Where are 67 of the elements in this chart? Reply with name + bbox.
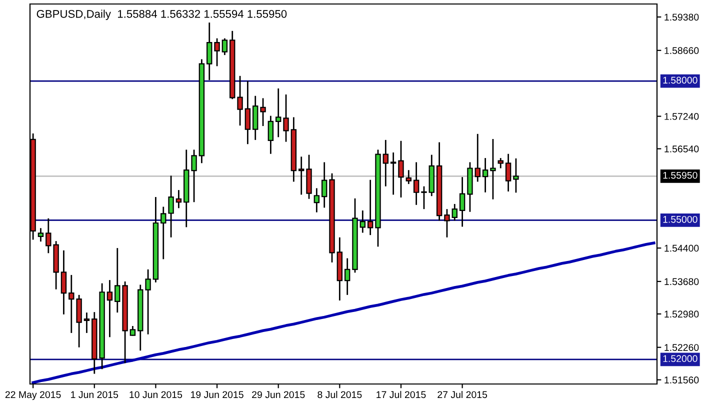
ref-line-label: 1.55950	[663, 172, 698, 179]
candlestick	[84, 312, 90, 334]
candlestick	[130, 325, 136, 336]
y-tick-label: 1.51560	[664, 376, 699, 384]
candlestick	[360, 210, 366, 234]
y-tick-label: 1.54400	[664, 244, 699, 252]
candlestick	[260, 97, 266, 127]
candlestick	[160, 206, 166, 260]
candlestick	[413, 162, 420, 206]
candlestick	[444, 208, 450, 238]
candlestick	[244, 80, 251, 145]
candlestick	[214, 38, 220, 67]
y-tick-label: 1.59380	[664, 14, 699, 21]
x-tick-label: 19 Jun 2015	[191, 391, 244, 398]
candlestick	[222, 38, 228, 56]
candlestick	[452, 203, 458, 222]
candlestick	[474, 133, 480, 182]
candlestick	[421, 186, 427, 210]
candlestick	[191, 148, 197, 203]
x-tick-label: 29 Jun 2015	[252, 391, 305, 398]
ref-line-label: 1.55000	[663, 216, 698, 223]
candlestick	[76, 294, 82, 348]
candlestick	[237, 75, 243, 126]
candlestick	[490, 138, 496, 200]
candlestick	[68, 274, 74, 334]
y-tick-label: 1.57240	[664, 113, 699, 120]
y-tick-label: 1.58660	[664, 47, 699, 54]
candlestick	[390, 152, 396, 196]
candlestick	[275, 88, 282, 138]
y-tick-label: 1.56540	[664, 145, 699, 152]
candlestick	[106, 279, 113, 338]
candlestick	[268, 115, 274, 155]
candlestick	[60, 250, 67, 316]
candlestick	[206, 22, 212, 81]
candlestick	[145, 268, 151, 336]
candlestick	[398, 140, 404, 198]
x-tick-label: 8 Jul 2015	[318, 390, 362, 398]
candlestick	[168, 174, 174, 238]
ref-line-label: 1.52000	[663, 355, 698, 362]
candlestick	[114, 247, 120, 314]
candlestick	[459, 176, 466, 228]
candlestick	[38, 227, 44, 242]
candlestick	[367, 179, 374, 236]
x-tick-label: 17 Jul 2015	[376, 390, 426, 398]
candlestick	[314, 188, 320, 214]
candlestick	[498, 157, 504, 169]
x-tick-label: 10 Jun 2015	[130, 391, 182, 398]
y-tick-label: 1.52260	[664, 344, 699, 351]
candlestick	[344, 258, 350, 296]
candlestick	[321, 162, 328, 208]
candlestick	[482, 157, 488, 194]
chart-title: GBPUSD,Daily 1.55884 1.56332 1.55594 1.55950	[36, 10, 287, 20]
candlestick	[283, 94, 289, 142]
candlestick	[298, 156, 304, 196]
x-tick-label: 27 Jul 2015	[438, 390, 488, 398]
candlestick	[252, 95, 258, 141]
ref-line-label: 1.58000	[663, 76, 698, 84]
x-tick-label: 22 May 2015	[5, 391, 61, 400]
y-tick-label: 1.53680	[664, 278, 699, 286]
line-series	[32, 242, 656, 384]
candlestick	[505, 153, 512, 192]
y-tick-label: 1.52980	[664, 310, 699, 318]
candlestick	[406, 169, 412, 185]
candlestick	[513, 158, 519, 194]
candlestick	[176, 189, 182, 209]
candlestick	[382, 139, 389, 188]
x-tick-label: 1 Jun 2015	[71, 391, 118, 398]
